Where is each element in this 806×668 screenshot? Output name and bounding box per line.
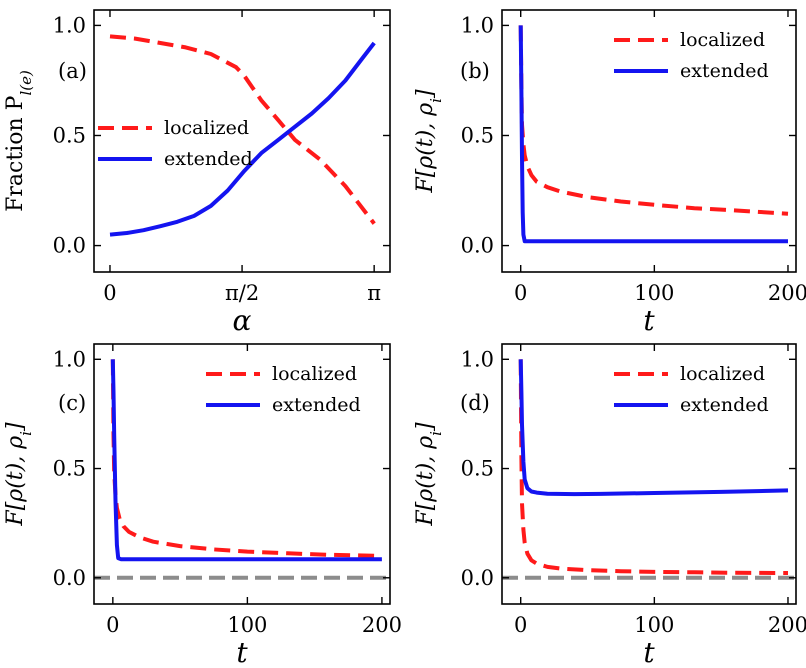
y-tick-label: 0.0 (53, 566, 86, 590)
legend-label-extended: extended (272, 394, 361, 416)
x-tick-label: π (367, 281, 381, 305)
plot-frame (501, 343, 797, 605)
y-axis-label-subscript: i (427, 431, 445, 436)
y-axis-label-main: Fraction P (3, 95, 28, 212)
x-axis-label: α (233, 304, 252, 337)
legend-label-localized: localized (164, 117, 249, 139)
plot-frame (501, 9, 797, 273)
x-tick-label: 200 (362, 613, 402, 637)
y-tick-label: 0.5 (53, 457, 86, 481)
y-axis-label: F[ρ(t), ρi] (3, 422, 35, 527)
x-tick-label: π/2 (225, 281, 259, 305)
x-tick-label: 100 (227, 613, 267, 637)
series-localized-line (109, 34, 376, 225)
y-axis-label-main: F[ρ(t), ρ (3, 436, 28, 527)
x-tick-label: 0 (514, 613, 527, 637)
legend-label-extended: extended (680, 394, 769, 416)
y-axis-label-main: F[ρ(t), ρ (413, 436, 438, 527)
x-tick-label: 200 (768, 613, 806, 637)
y-tick-label: 0.0 (53, 234, 86, 258)
x-axis-label: t (236, 636, 248, 668)
y-tick-label: 0.5 (53, 123, 86, 147)
y-axis-label-suffix: ] (3, 422, 28, 432)
plot-frame (93, 343, 391, 605)
y-axis-label: F[ρ(t), ρi] (413, 422, 445, 527)
y-axis-label-subscript: l(e) (17, 70, 35, 96)
legend: localized extended (98, 117, 253, 170)
y-tick-label: 0.0 (461, 566, 494, 590)
y-tick-label: 1.0 (53, 13, 86, 37)
panel-a: 0.0 0.5 1.0 0 π/2 π α Fraction Pl(e) (a) localize… (3, 9, 391, 337)
panel-label: (d) (460, 391, 490, 415)
panel-label: (a) (58, 59, 87, 83)
legend-label-localized: localized (272, 363, 357, 385)
y-axis-label-suffix: ] (413, 422, 438, 432)
y-tick-label: 1.0 (53, 347, 86, 371)
y-tick-label: 0.5 (461, 457, 494, 481)
y-axis-label-subscript: i (427, 98, 445, 103)
y-axis-label-suffix: ] (413, 89, 438, 99)
y-axis-label-subscript: i (17, 431, 35, 436)
x-tick-label: 0 (103, 281, 116, 305)
y-tick-label: 1.0 (461, 13, 494, 37)
y-axis-label: F[ρ(t), ρi] (413, 89, 445, 194)
x-tick-label: 200 (768, 281, 806, 305)
x-axis-label: t (643, 636, 655, 668)
panel-d: 0.0 0.5 1.0 0 100 200 t F[ρ(t), ρi] (d) localized… (413, 343, 806, 668)
y-axis-label: Fraction Pl(e) (3, 70, 35, 212)
y-tick-label: 0.0 (461, 234, 494, 258)
x-tick-label: 100 (634, 281, 674, 305)
x-axis-label: t (643, 304, 655, 337)
legend: localized extended (614, 29, 769, 82)
series-localized-line (518, 25, 789, 216)
legend-label-localized: localized (680, 363, 765, 385)
legend: localized extended (614, 363, 769, 416)
panel-b: 0.0 0.5 1.0 0 100 200 t F[ρ(t), ρi] (b) localized… (413, 9, 806, 337)
y-tick-label: 0.5 (461, 123, 494, 147)
series-localized-line (110, 359, 382, 558)
legend-label-extended: extended (680, 60, 769, 82)
series-extended-line (110, 359, 382, 562)
panel-label: (b) (460, 59, 490, 83)
legend: localized extended (206, 363, 361, 416)
y-tick-label: 1.0 (461, 347, 494, 371)
panel-c: 0.0 0.5 1.0 0 100 200 t F[ρ(t), ρi] (c) localized… (3, 343, 402, 668)
x-tick-label: 0 (106, 613, 119, 637)
x-tick-label: 100 (634, 613, 674, 637)
panel-label: (c) (58, 391, 86, 415)
x-tick-label: 0 (514, 281, 527, 305)
series-localized-line (518, 359, 789, 575)
legend-label-localized: localized (680, 29, 765, 51)
legend-label-extended: extended (164, 148, 253, 170)
y-axis-label-main: F[ρ(t), ρ (413, 103, 438, 194)
series-extended-line (518, 359, 789, 497)
series-extended-line (109, 41, 376, 237)
series-extended-line (518, 25, 788, 244)
